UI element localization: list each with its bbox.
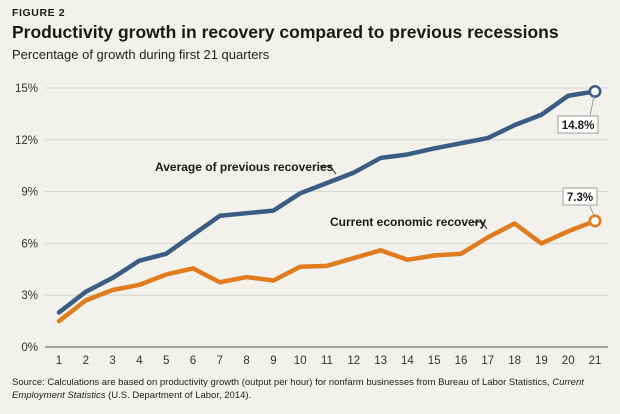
- series-line-previous: [56, 89, 598, 315]
- x-tick-label: 18: [508, 355, 521, 367]
- x-tick-label: 2: [83, 355, 89, 367]
- leader-line-current: [472, 221, 488, 230]
- y-axis-ticks: 0% 3% 6% 9% 12% 15%: [15, 83, 38, 354]
- figure-label: FIGURE 2: [12, 7, 66, 19]
- x-tick-label: 7: [217, 355, 223, 367]
- x-tick-label: 5: [163, 355, 169, 367]
- x-tick-label: 11: [321, 355, 333, 367]
- x-tick-label: 4: [136, 355, 143, 367]
- series-annotations: Average of previous recoveries Current ec…: [155, 95, 599, 230]
- end-marker-current: [588, 214, 602, 228]
- source-note: Source: Calculations are based on produc…: [12, 376, 608, 402]
- x-axis-ticks: 1 2 3 4 5 6 7 8 9 10 11 12 13 14 15 16 17 18 19 20 21: [56, 355, 602, 367]
- value-pointer-current: [589, 205, 595, 217]
- source-suffix: (U.S. Department of Labor, 2014).: [105, 390, 252, 401]
- gridlines: [45, 87, 608, 348]
- x-tick-label: 14: [401, 355, 414, 367]
- x-tick-label: 19: [535, 355, 548, 367]
- x-tick-label: 21: [589, 355, 602, 367]
- series-line-current: [56, 218, 598, 324]
- value-label-previous: 14.8%: [562, 120, 595, 132]
- y-tick-label: 3%: [21, 290, 38, 302]
- line-chart: 0%3%6%9%12%15% 1 2 3 4 5 6 7 8 9 10 11 12 13 14 15 16 17…: [15, 83, 608, 367]
- value-box-current: [562, 187, 598, 206]
- source-prefix: Source: Calculations are based on produc…: [12, 377, 553, 388]
- y-tick-label: 15%: [15, 83, 38, 95]
- y-tick-label: 6%: [21, 238, 38, 250]
- x-tick-label: 10: [294, 355, 307, 367]
- x-tick-label: 6: [190, 355, 196, 367]
- x-tick-label: 17: [481, 355, 494, 367]
- leader-line-previous: [320, 165, 337, 175]
- series-label-previous: Average of previous recoveries: [155, 160, 334, 174]
- x-tick-label: 1: [56, 355, 62, 367]
- source-italic: Current Employment Statistics: [12, 377, 584, 401]
- y-tick-label: 0%: [21, 342, 38, 354]
- x-tick-label: 13: [374, 355, 387, 367]
- x-tick-label: 15: [428, 355, 441, 367]
- x-tick-label: 9: [270, 355, 276, 367]
- y-tick-label: 12%: [15, 135, 38, 147]
- chart-subtitle: Percentage of growth during first 21 qua…: [12, 47, 270, 62]
- x-tick-label: 12: [347, 355, 360, 367]
- x-tick-label: 8: [243, 355, 249, 367]
- end-marker-previous: [588, 84, 602, 98]
- x-tick-label: 20: [562, 355, 575, 367]
- series-label-current: Current economic recovery: [330, 215, 486, 229]
- value-pointer-previous: [589, 95, 595, 117]
- y-tick-label: 9%: [21, 187, 38, 199]
- series-lines: [56, 84, 602, 324]
- value-box-previous: [557, 115, 599, 134]
- value-label-current: 7.3%: [567, 192, 593, 204]
- x-tick-label: 16: [455, 355, 468, 367]
- chart-title: Productivity growth in recovery compared…: [12, 22, 559, 42]
- x-tick-label: 3: [109, 355, 115, 367]
